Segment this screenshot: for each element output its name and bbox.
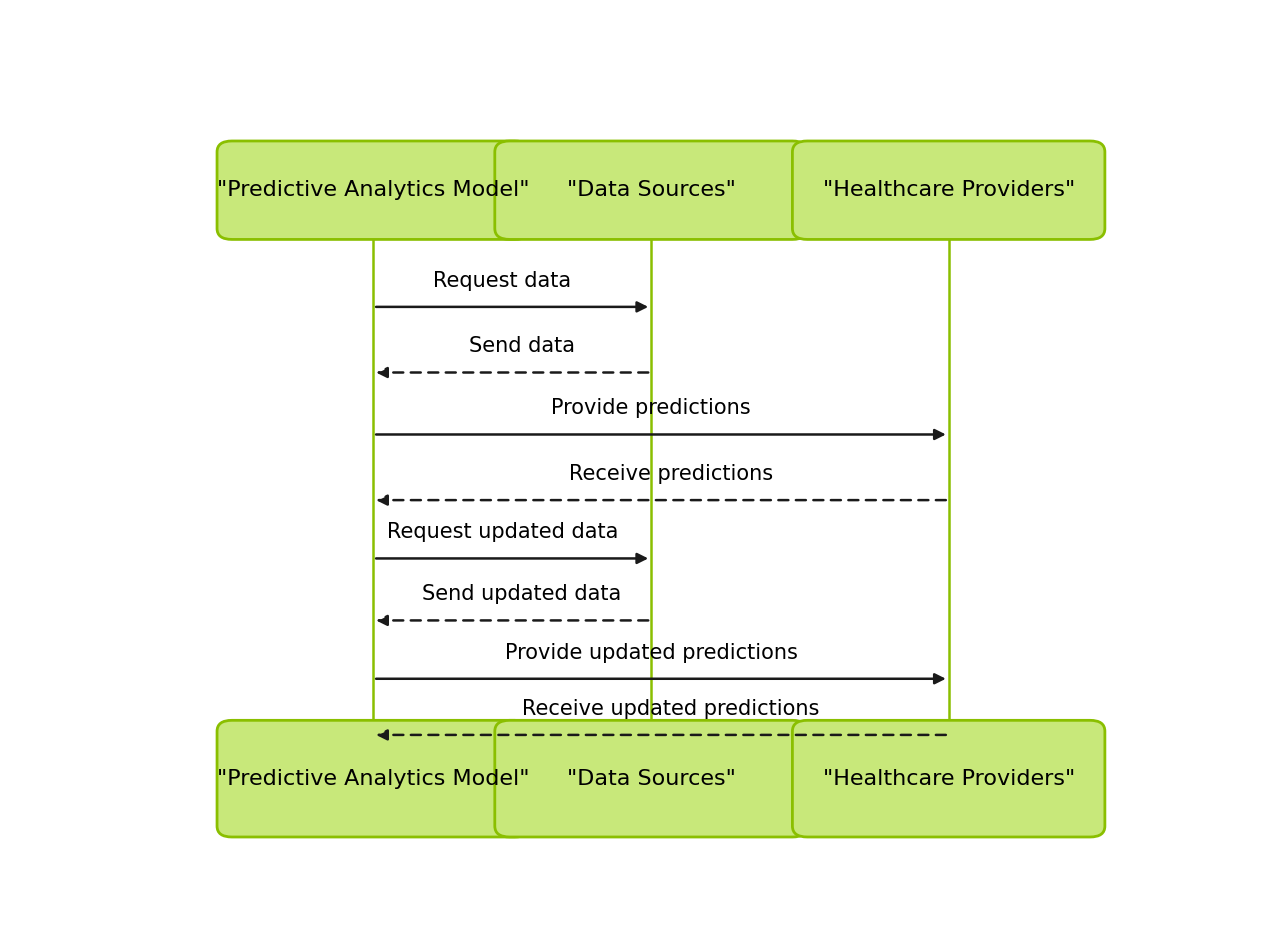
FancyBboxPatch shape (495, 721, 808, 837)
FancyBboxPatch shape (218, 721, 530, 837)
Text: Send data: Send data (468, 336, 575, 356)
Text: "Data Sources": "Data Sources" (567, 769, 736, 789)
Text: Request updated data: Request updated data (387, 523, 618, 543)
Text: Receive predictions: Receive predictions (568, 464, 773, 484)
Text: Request data: Request data (433, 271, 571, 291)
FancyBboxPatch shape (792, 721, 1105, 837)
Text: "Data Sources": "Data Sources" (567, 180, 736, 200)
Text: Send updated data: Send updated data (422, 584, 622, 604)
Text: "Healthcare Providers": "Healthcare Providers" (823, 769, 1075, 789)
FancyBboxPatch shape (792, 141, 1105, 240)
FancyBboxPatch shape (495, 141, 808, 240)
FancyBboxPatch shape (218, 141, 530, 240)
Text: Receive updated predictions: Receive updated predictions (522, 699, 819, 719)
Text: "Predictive Analytics Model": "Predictive Analytics Model" (218, 769, 530, 789)
Text: Provide predictions: Provide predictions (552, 399, 751, 419)
Text: Provide updated predictions: Provide updated predictions (504, 643, 797, 663)
Text: "Predictive Analytics Model": "Predictive Analytics Model" (218, 180, 530, 200)
Text: "Healthcare Providers": "Healthcare Providers" (823, 180, 1075, 200)
